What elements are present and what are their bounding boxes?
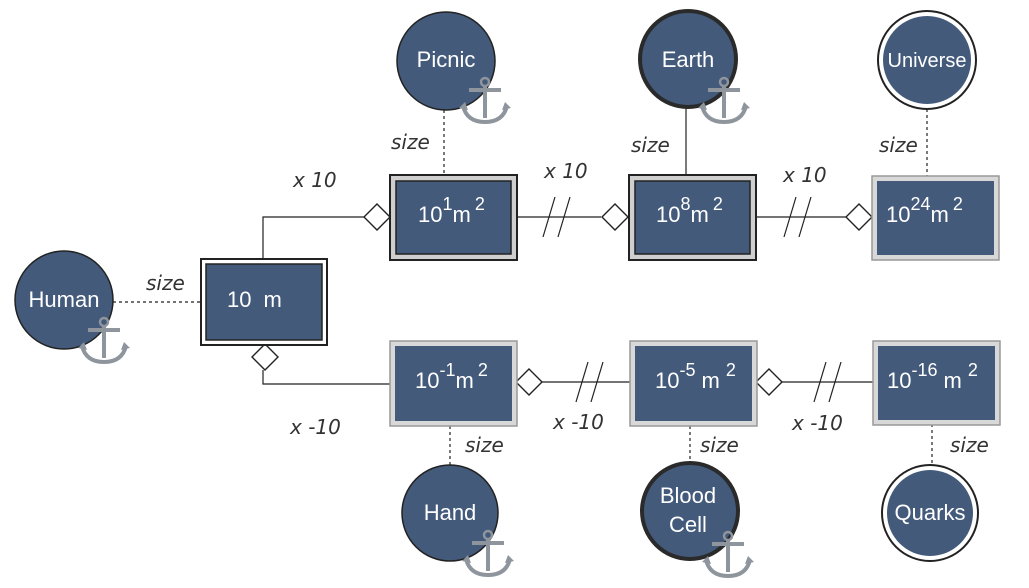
svg-text:Universe: Universe — [888, 50, 967, 72]
center-to-hand-line — [262, 370, 391, 385]
node-blood-cell[interactable]: Blood Cell — [640, 461, 756, 578]
node-universe[interactable]: Universe — [877, 10, 977, 110]
svg-text:Cell: Cell — [669, 512, 707, 537]
box-quarks[interactable]: 10-16 m 2 — [872, 340, 1001, 426]
svg-text:Hand: Hand — [424, 500, 477, 525]
box-earth[interactable]: 108m 2 — [628, 174, 757, 261]
diamond-icon — [251, 343, 279, 371]
diamond-icon — [515, 368, 543, 396]
factor-label: x 10 — [782, 163, 827, 187]
center-to-picnic-line — [262, 216, 364, 259]
box-blood-cell[interactable]: 10-5 m 2 — [629, 340, 758, 427]
size-label: size — [950, 433, 989, 457]
factor-label: x -10 — [552, 410, 604, 434]
diamonds — [251, 203, 873, 396]
svg-text:10m: 10 m — [227, 287, 282, 312]
box-universe[interactable]: 1024m 2 — [871, 175, 1000, 261]
box-center-base: 10 — [227, 287, 251, 312]
size-label: size — [879, 133, 918, 157]
factor-label: x -10 — [791, 411, 843, 435]
box-hand[interactable]: 10-1m 2 — [389, 340, 518, 427]
size-label: size — [146, 271, 185, 295]
factor-label: x 10 — [543, 159, 588, 183]
node-human[interactable]: Human — [14, 250, 132, 364]
svg-text:Human: Human — [29, 287, 100, 312]
box-center-unit: m — [263, 287, 281, 312]
svg-text:Quarks: Quarks — [895, 500, 966, 525]
factor-label: x 10 — [292, 168, 337, 192]
node-earth[interactable]: Earth — [638, 9, 752, 124]
svg-text:10-5m2: 10-5 m 2 — [655, 360, 736, 393]
box-center[interactable]: 10 m — [200, 258, 328, 346]
diamond-icon — [755, 368, 783, 396]
node-hand[interactable]: Hand — [401, 464, 516, 577]
factor-label: x -10 — [289, 415, 341, 439]
diamond-icon — [845, 203, 873, 231]
diamond-icon — [601, 203, 629, 231]
size-label: size — [465, 433, 504, 457]
node-quarks[interactable]: Quarks — [881, 464, 979, 562]
diamond-icon — [363, 203, 391, 231]
labels: size size size size size size size x 10 … — [146, 130, 989, 457]
box-picnic[interactable]: 101m 2 — [389, 174, 518, 261]
svg-text:Blood: Blood — [660, 483, 716, 508]
size-label: size — [391, 130, 430, 154]
svg-text:Earth: Earth — [662, 47, 715, 72]
size-label: size — [700, 433, 739, 457]
node-picnic[interactable]: Picnic — [396, 11, 513, 124]
svg-text:10-1m2: 10-1m 2 — [415, 360, 488, 393]
svg-text:Picnic: Picnic — [417, 47, 476, 72]
size-label: size — [631, 133, 670, 157]
connectors — [113, 108, 933, 466]
